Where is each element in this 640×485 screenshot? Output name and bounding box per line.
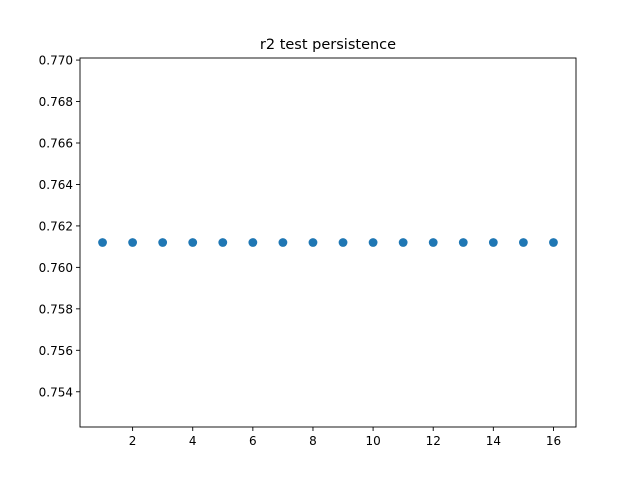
y-tick-label: 0.764 — [39, 178, 73, 192]
y-tick-label: 0.758 — [39, 302, 73, 316]
y-tick-label: 0.770 — [39, 54, 73, 68]
data-point — [158, 238, 168, 247]
data-point — [188, 238, 198, 247]
data-point — [98, 238, 107, 247]
x-tick-label: 10 — [365, 434, 380, 448]
x-tick-label: 4 — [189, 434, 197, 448]
data-point — [278, 238, 288, 247]
data-point — [549, 238, 558, 247]
data-point — [458, 238, 468, 247]
x-tick-label: 12 — [426, 434, 441, 448]
y-tick-label: 0.756 — [39, 344, 73, 358]
plot-area: 2 4 6 8 10 12 14 16 0.754 0.756 0.758 0.760 0.762 0.7… — [39, 54, 561, 448]
data-point — [128, 238, 138, 247]
data-point — [248, 238, 258, 247]
x-tick-label: 14 — [486, 434, 501, 448]
data-point — [368, 238, 378, 247]
x-tick-label: 6 — [249, 434, 257, 448]
data-point — [398, 238, 408, 247]
y-tick-label: 0.760 — [39, 261, 73, 275]
x-tick-label: 8 — [309, 434, 317, 448]
data-point — [338, 238, 348, 247]
data-point — [428, 238, 438, 247]
y-tick-label: 0.754 — [39, 385, 73, 399]
data-point — [488, 238, 498, 247]
x-tick-label: 2 — [129, 434, 137, 448]
x-tick-label: 16 — [546, 434, 561, 448]
chart-title: r2 test persistence — [260, 37, 396, 53]
y-tick-label: 0.768 — [39, 95, 73, 109]
axes-frame — [79, 57, 577, 428]
data-point — [518, 238, 528, 247]
y-tick-label: 0.766 — [39, 136, 73, 150]
data-point — [218, 238, 228, 247]
y-tick-label: 0.762 — [39, 219, 73, 233]
data-point — [308, 238, 318, 247]
